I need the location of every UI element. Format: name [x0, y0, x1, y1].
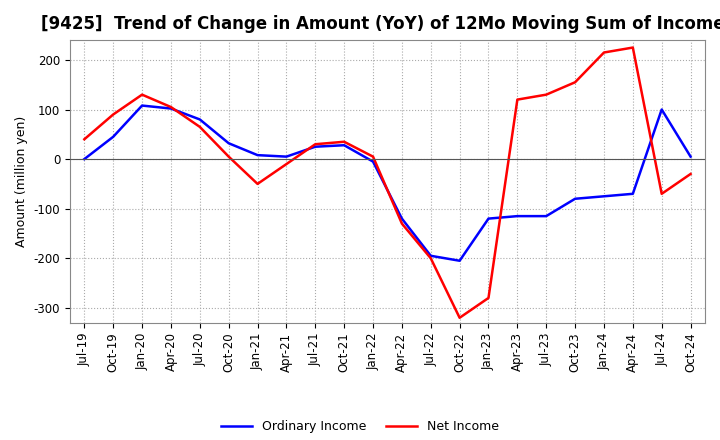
Legend: Ordinary Income, Net Income: Ordinary Income, Net Income [216, 415, 504, 438]
Net Income [513, 97, 522, 102]
Net Income [426, 256, 435, 261]
Y-axis label: Amount (million yen): Amount (million yen) [15, 116, 28, 247]
Net Income [542, 92, 551, 97]
Net Income [455, 315, 464, 320]
Ordinary Income [455, 258, 464, 264]
Net Income [109, 112, 117, 117]
Net Income [225, 154, 233, 159]
Line: Net Income: Net Income [84, 48, 690, 318]
Ordinary Income [571, 196, 580, 202]
Ordinary Income [513, 213, 522, 219]
Net Income [600, 50, 608, 55]
Ordinary Income [282, 154, 291, 159]
Ordinary Income [600, 194, 608, 199]
Ordinary Income [397, 216, 406, 221]
Ordinary Income [253, 153, 262, 158]
Ordinary Income [657, 107, 666, 112]
Ordinary Income [542, 213, 551, 219]
Ordinary Income [484, 216, 492, 221]
Line: Ordinary Income: Ordinary Income [84, 106, 690, 261]
Net Income [629, 45, 637, 50]
Net Income [282, 161, 291, 167]
Ordinary Income [138, 103, 146, 108]
Ordinary Income [369, 159, 377, 164]
Net Income [80, 137, 89, 142]
Net Income [340, 139, 348, 144]
Net Income [484, 295, 492, 301]
Ordinary Income [196, 117, 204, 122]
Ordinary Income [225, 141, 233, 146]
Net Income [253, 181, 262, 187]
Ordinary Income [311, 144, 320, 149]
Net Income [138, 92, 146, 97]
Ordinary Income [426, 253, 435, 258]
Net Income [166, 104, 175, 110]
Ordinary Income [340, 143, 348, 148]
Ordinary Income [686, 154, 695, 159]
Title: [9425]  Trend of Change in Amount (YoY) of 12Mo Moving Sum of Incomes: [9425] Trend of Change in Amount (YoY) o… [41, 15, 720, 33]
Net Income [369, 154, 377, 159]
Ordinary Income [629, 191, 637, 196]
Net Income [686, 171, 695, 176]
Ordinary Income [166, 106, 175, 111]
Net Income [657, 191, 666, 196]
Net Income [397, 221, 406, 226]
Net Income [311, 142, 320, 147]
Ordinary Income [109, 134, 117, 139]
Ordinary Income [80, 157, 89, 162]
Net Income [196, 124, 204, 129]
Net Income [571, 80, 580, 85]
